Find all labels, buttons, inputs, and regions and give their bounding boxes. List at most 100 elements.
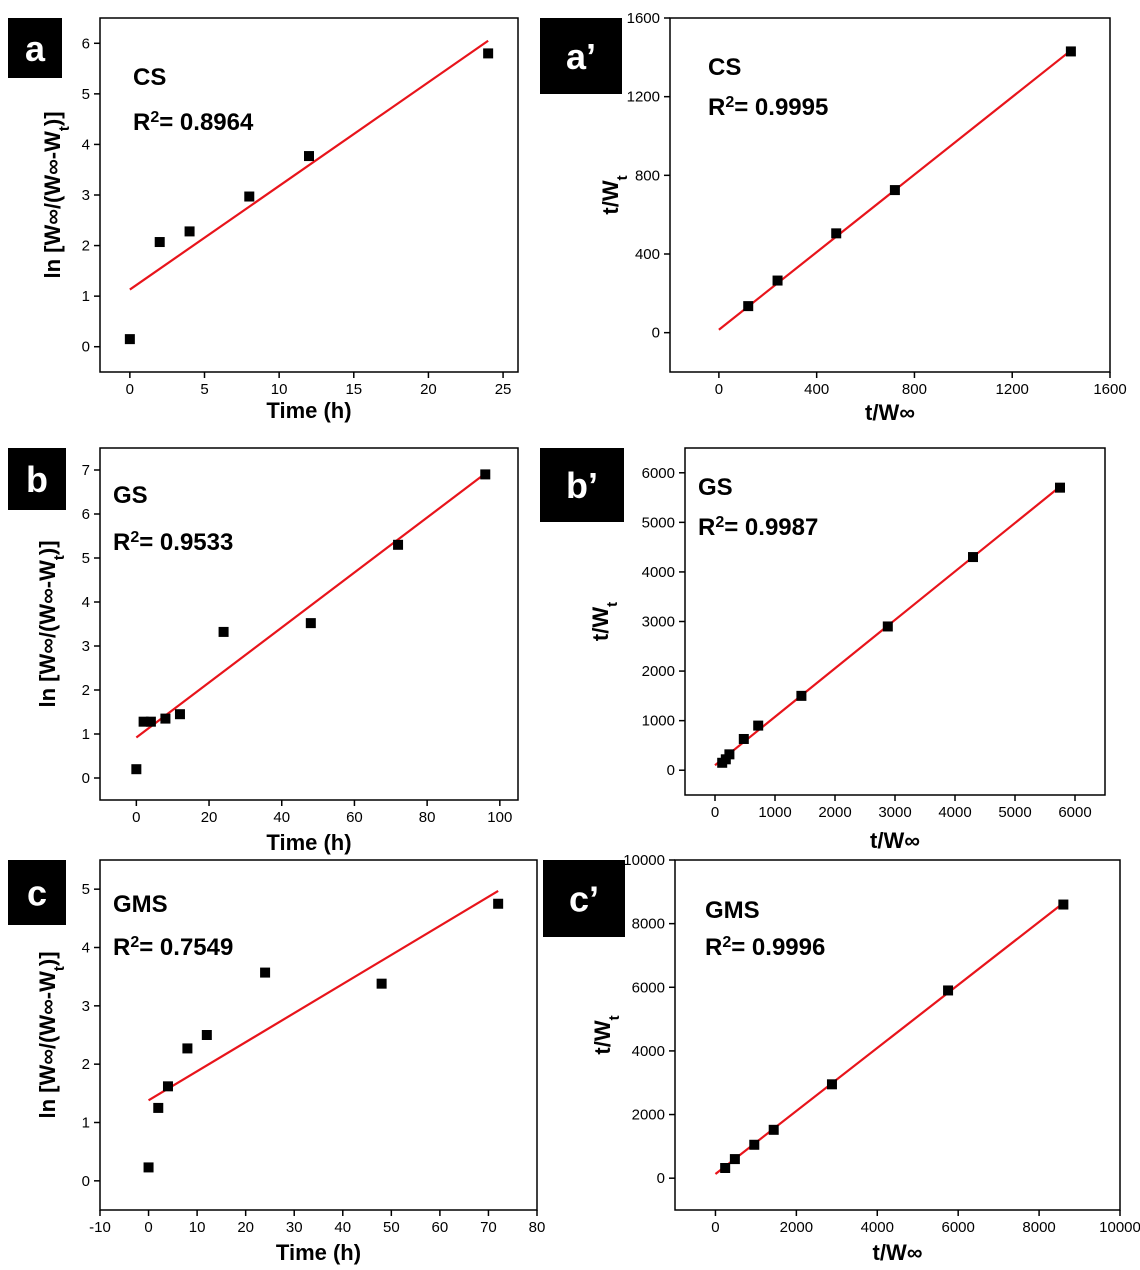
x-tick-label: 1000 — [758, 804, 791, 821]
plot-frame — [99, 447, 519, 801]
x-tick-label: 80 — [419, 809, 436, 826]
panel-3: 0 20 40 60 80 100 0 1 2 3 4 5 6 7 Time (h) ln [W∞/(W∞-W… — [8, 447, 519, 855]
r-squared-annotation: R2= 0.7549 — [113, 934, 233, 962]
y-tick-label: 0 — [667, 762, 675, 779]
data-point — [201, 1030, 212, 1040]
data-point — [160, 713, 171, 724]
x-tick-label: 4000 — [938, 804, 971, 821]
x-tick-label: 20 — [237, 1219, 254, 1236]
data-point — [124, 334, 135, 345]
panel-badge — [8, 860, 66, 925]
data-point — [749, 1139, 760, 1150]
y-tick-label: 400 — [635, 246, 660, 263]
data-point — [174, 709, 185, 720]
data-point — [393, 539, 404, 550]
y-tick-label: 0 — [657, 1170, 665, 1187]
panel-badge — [540, 448, 624, 522]
y-tick-label: 800 — [635, 167, 660, 184]
data-point — [831, 228, 842, 239]
r-squared-annotation: R2= 0.9987 — [698, 514, 818, 542]
x-axis-label: Time (h) — [266, 830, 351, 855]
y-tick-label: 0 — [82, 1173, 90, 1190]
x-tick-label: 0 — [711, 1219, 719, 1236]
x-tick-label: 10 — [189, 1219, 206, 1236]
panel-badge — [8, 448, 66, 510]
r-squared-annotation: R2= 0.9996 — [705, 934, 825, 962]
data-point — [483, 48, 494, 59]
panel-badge — [540, 18, 622, 94]
data-point — [184, 226, 195, 237]
x-tick-label: 60 — [432, 1219, 449, 1236]
y-tick-label: 3 — [82, 187, 90, 204]
x-tick-label: 400 — [804, 381, 829, 398]
r-squared-annotation: R2= 0.9995 — [708, 94, 828, 122]
y-tick-label: 5 — [82, 86, 90, 103]
data-point — [154, 237, 165, 248]
data-point — [145, 716, 156, 727]
data-point — [260, 967, 271, 978]
x-tick-label: 2000 — [780, 1219, 813, 1236]
x-tick-label: 8000 — [1022, 1219, 1055, 1236]
data-point — [143, 1162, 154, 1173]
data-point — [304, 151, 314, 162]
y-tick-label: 1 — [82, 1115, 90, 1132]
x-tick-label: 1600 — [1093, 381, 1126, 398]
data-point — [826, 1079, 837, 1090]
y-tick-label: 2000 — [632, 1107, 665, 1124]
y-tick-label: 1 — [82, 726, 90, 743]
y-tick-label: 7 — [82, 462, 90, 479]
x-tick-label: 2000 — [818, 804, 851, 821]
panel-badge — [8, 18, 62, 78]
data-point — [162, 1081, 173, 1092]
y-tick-label: 4000 — [632, 1043, 665, 1060]
x-tick-label: 60 — [346, 809, 363, 826]
y-tick-label: 2 — [82, 682, 90, 699]
y-tick-label: 10000 — [623, 852, 665, 869]
data-point — [729, 1154, 740, 1165]
fit-line — [129, 39, 489, 291]
data-point — [968, 552, 978, 563]
sample-annotation: GMS — [113, 891, 168, 918]
data-point — [376, 978, 387, 989]
plot-frame — [99, 859, 538, 1211]
fit-line — [135, 472, 486, 739]
y-tick-label: 1600 — [627, 10, 660, 27]
panel-2: 0 400 800 1200 1600 0 400 800 1200 1600 t/W∞ t/Wt a’… — [540, 10, 1127, 425]
y-tick-label: 1200 — [627, 89, 660, 106]
y-tick-label: 5000 — [642, 514, 675, 531]
data-point — [720, 1163, 731, 1173]
y-tick-label: 6000 — [642, 465, 675, 482]
panel-label: a’ — [566, 36, 596, 77]
panel-6: 0 2000 4000 6000 8000 10000 0 2000 4000 6000 8000 1… — [543, 852, 1140, 1265]
data-point — [153, 1102, 164, 1113]
y-tick-label: 3 — [82, 998, 90, 1015]
y-tick-label: 8000 — [632, 916, 665, 933]
y-axis-label: ln [W∞/(W∞-Wt)] — [35, 951, 68, 1118]
data-point — [738, 733, 749, 744]
data-point — [724, 749, 735, 760]
y-tick-label: 2 — [82, 1056, 90, 1073]
x-tick-label: 5 — [200, 381, 208, 398]
x-tick-label: 0 — [132, 809, 140, 826]
panel-label: b’ — [566, 465, 598, 506]
data-point — [768, 1124, 779, 1135]
y-tick-label: 4 — [82, 594, 90, 611]
x-tick-label: 30 — [286, 1219, 303, 1236]
x-axis-label: Time (h) — [276, 1240, 361, 1265]
x-tick-label: 0 — [126, 381, 134, 398]
data-point — [480, 469, 491, 480]
data-point — [1065, 46, 1076, 57]
sample-annotation: GS — [698, 474, 733, 501]
data-point — [493, 898, 504, 909]
x-tick-label: 0 — [144, 1219, 152, 1236]
x-tick-label: 0 — [711, 804, 719, 821]
x-tick-label: 40 — [334, 1219, 351, 1236]
data-point — [796, 690, 807, 701]
panel-4: 0 1000 2000 3000 4000 5000 6000 0 1000 2000 3000 40… — [540, 447, 1106, 853]
plot-frame — [674, 859, 1121, 1211]
y-axis-label: ln [W∞/(W∞-Wt)] — [35, 540, 68, 707]
x-tick-label: 50 — [383, 1219, 400, 1236]
y-tick-label: 6000 — [632, 979, 665, 996]
y-axis-label: t/Wt — [598, 175, 631, 214]
